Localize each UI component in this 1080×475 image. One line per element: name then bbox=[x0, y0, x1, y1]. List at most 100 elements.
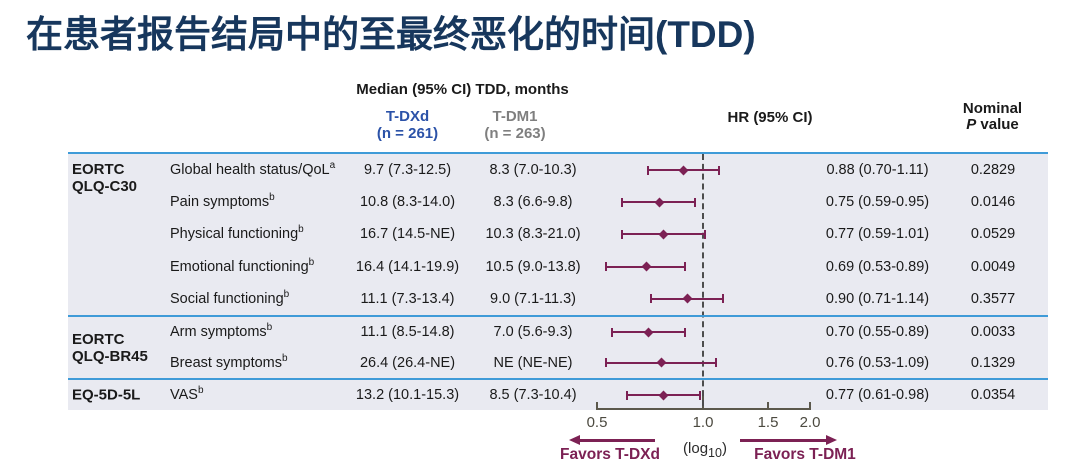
table-row: Arm symptomsb 11.1 (8.5-14.8) 7.0 (5.6-9.3… bbox=[68, 317, 1048, 348]
hr-value: 0.70 (0.55-0.89) bbox=[825, 324, 930, 341]
p-value: 0.2829 bbox=[970, 162, 1016, 179]
table-section: EORTC QLQ-C30 Global health status/QoLa 9.7… bbox=[68, 152, 1048, 315]
table-section: EORTC QLQ-BR45 Arm symptomsb 11.1 (8.5-14.8… bbox=[68, 315, 1048, 378]
axis-tick-label-1-0: 1.0 bbox=[692, 414, 714, 431]
forest-plot-cell bbox=[565, 380, 855, 410]
log-scale-label: (log10) bbox=[683, 440, 727, 460]
hr-value: 0.69 (0.53-0.89) bbox=[825, 258, 930, 275]
axis-tick-label-1-5: 1.5 bbox=[757, 414, 779, 431]
column-header-hr: HR (95% CI) bbox=[727, 109, 813, 126]
tdxd-median-value: 26.4 (26.4-NE) bbox=[359, 354, 456, 371]
table-row: Social functioningb 11.1 (7.3-13.4) 9.0 (7… bbox=[68, 283, 1048, 315]
group-label: EQ-5D-5L bbox=[72, 386, 141, 404]
p-value: 0.0049 bbox=[970, 258, 1016, 275]
p-value: 0.0033 bbox=[970, 324, 1016, 341]
forest-plot-cell bbox=[565, 218, 855, 250]
column-header-pvalue: Nominal P value bbox=[940, 101, 1045, 133]
measure-label: Arm symptomsb bbox=[170, 322, 273, 341]
table-sections: EORTC QLQ-C30 Global health status/QoLa 9.7… bbox=[68, 152, 1048, 410]
forest-ci-cap-right bbox=[684, 262, 686, 272]
table-row: Global health status/QoLa 9.7 (7.3-12.5) 8… bbox=[68, 154, 1048, 186]
measure-label: VASb bbox=[170, 385, 204, 403]
forest-plot-cell bbox=[565, 348, 855, 379]
tdxd-median-value: 9.7 (7.3-12.5) bbox=[363, 162, 452, 179]
forest-ci-cap-left bbox=[621, 229, 623, 239]
tdm1-arm-n: (n = 263) bbox=[484, 125, 546, 142]
favors-tdm1-arrow bbox=[740, 439, 826, 442]
hr-value: 0.88 (0.70-1.11) bbox=[826, 162, 929, 179]
p-value: 0.1329 bbox=[970, 354, 1016, 371]
forest-plot-cell bbox=[565, 283, 855, 315]
group-label: EORTC QLQ-BR45 bbox=[72, 330, 148, 365]
tdxd-median-value: 11.1 (7.3-13.4) bbox=[360, 290, 455, 307]
axis-endcap-left bbox=[596, 402, 598, 410]
pvalue-header-p: P bbox=[966, 116, 977, 133]
forest-point-marker bbox=[678, 165, 688, 176]
axis-tick-1-5 bbox=[767, 402, 769, 410]
pvalue-header-rest: value bbox=[976, 116, 1019, 133]
forest-ci-cap-left bbox=[621, 197, 623, 207]
tdm1-median-value: 9.0 (7.1-11.3) bbox=[490, 290, 576, 307]
forest-ci-cap-right bbox=[684, 327, 686, 337]
tdxd-median-value: 10.8 (8.3-14.0) bbox=[359, 194, 456, 211]
forest-ci-cap-left bbox=[605, 262, 607, 272]
tdxd-arm-name: T-DXd bbox=[385, 108, 430, 125]
table-row: Pain symptomsb 10.8 (8.3-14.0) 8.3 (6.6-9.… bbox=[68, 186, 1048, 218]
measure-label: Social functioningb bbox=[170, 289, 290, 307]
measure-label: Breast symptomsb bbox=[170, 352, 288, 371]
measure-superscript: a bbox=[329, 160, 336, 172]
measure-superscript: b bbox=[308, 256, 315, 268]
measure-superscript: b bbox=[298, 224, 304, 236]
forest-ci-cap-right bbox=[718, 165, 720, 175]
forest-ci-cap-left bbox=[650, 294, 652, 304]
table-section: EQ-5D-5L VASb 13.2 (10.1-15.3) 8.5 (7.3-10.… bbox=[68, 378, 1048, 410]
tdm1-median-value: NE (NE-NE) bbox=[493, 354, 573, 371]
reference-line bbox=[702, 154, 704, 406]
table-row: Physical functioningb 16.7 (14.5-NE) 10.3 … bbox=[68, 218, 1048, 250]
forest-point-marker bbox=[658, 390, 668, 400]
table-row: Emotional functioningb 16.4 (14.1-19.9) 10… bbox=[68, 251, 1048, 283]
p-value: 0.0146 bbox=[970, 194, 1016, 211]
column-header-tdxd: T-DXd (n = 261) bbox=[340, 108, 475, 142]
tdxd-median-value: 16.4 (14.1-19.9) bbox=[355, 258, 460, 275]
p-value: 0.3577 bbox=[970, 290, 1016, 307]
forest-ci-cap-left bbox=[626, 390, 628, 400]
forest-ci-cap-left bbox=[647, 165, 649, 175]
tdm1-median-value: 8.3 (7.0-10.3) bbox=[489, 162, 577, 179]
column-header-tdm1: T-DM1 (n = 263) bbox=[455, 108, 575, 142]
forest-table: EORTC QLQ-C30 Global health status/QoLa 9.7… bbox=[68, 152, 1048, 410]
tdm1-median-value: 10.5 (9.0-13.8) bbox=[485, 258, 581, 275]
hr-value: 0.77 (0.59-1.01) bbox=[825, 226, 930, 243]
forest-plot-cell bbox=[565, 186, 855, 218]
forest-point-marker bbox=[641, 261, 651, 272]
page-title: 在患者报告结局中的至最终恶化的时间(TDD) bbox=[26, 14, 756, 55]
forest-ci-cap-left bbox=[605, 358, 607, 368]
forest-plot-cell bbox=[565, 154, 855, 186]
forest-point-marker bbox=[656, 357, 666, 368]
table-row: VASb 13.2 (10.1-15.3) 8.5 (7.3-10.4) 0.77 (… bbox=[68, 380, 1048, 410]
tdm1-median-value: 10.3 (8.3-21.0) bbox=[485, 226, 581, 243]
p-value: 0.0354 bbox=[970, 387, 1016, 403]
forest-point-marker bbox=[654, 197, 664, 208]
measure-label: Global health status/QoLa bbox=[170, 160, 336, 179]
axis-tick-label-2-0: 2.0 bbox=[799, 414, 821, 431]
column-header-median: Median (95% CI) TDD, months bbox=[356, 81, 569, 98]
forest-plot-cell bbox=[565, 251, 855, 283]
tdxd-median-value: 11.1 (8.5-14.8) bbox=[360, 324, 455, 341]
axis-tick-label-0-5: 0.5 bbox=[586, 414, 608, 431]
forest-point-marker bbox=[658, 229, 668, 240]
measure-label: Emotional functioningb bbox=[170, 256, 315, 275]
tdm1-median-value: 7.0 (5.6-9.3) bbox=[493, 324, 573, 341]
favors-tdxd-arrowhead-icon bbox=[569, 435, 580, 445]
tdm1-median-value: 8.3 (6.6-9.8) bbox=[493, 194, 573, 211]
forest-point-marker bbox=[682, 293, 692, 304]
group-label: EORTC QLQ-C30 bbox=[72, 161, 138, 195]
p-value: 0.0529 bbox=[970, 226, 1016, 243]
measure-superscript: b bbox=[269, 192, 275, 204]
forest-ci-cap-right bbox=[704, 229, 706, 239]
measure-superscript: b bbox=[282, 352, 288, 364]
hr-value: 0.75 (0.59-0.95) bbox=[825, 194, 930, 211]
forest-ci-cap-right bbox=[722, 294, 724, 304]
measure-superscript: b bbox=[283, 289, 290, 301]
